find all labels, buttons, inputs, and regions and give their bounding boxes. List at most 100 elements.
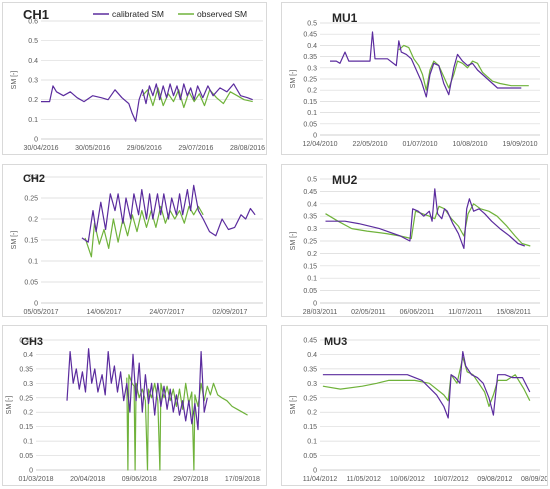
y-tick-label: 0.5 (307, 177, 317, 184)
x-tick-label: 20/04/2018 (70, 476, 105, 483)
chart-title: CH2 (23, 173, 45, 185)
y-tick-label: 0.15 (303, 424, 317, 431)
y-tick-label: 0.2 (307, 410, 317, 417)
y-tick-label: 0.25 (19, 395, 33, 402)
y-tick-label: 0.2 (307, 88, 317, 95)
series-line-observed (322, 356, 531, 408)
y-tick-label: 0.4 (307, 43, 317, 50)
series-line-calibrated (41, 83, 253, 122)
y-tick-label: 0.1 (23, 439, 33, 446)
x-tick-label: 19/09/2010 (502, 141, 537, 148)
chart-svg: 0 0.1 0.2 0.3 0.4 0.5 0.6 30/04/2016 30/05/2016 2… (11, 7, 265, 152)
chart-svg: 0 0.05 0.1 0.15 0.2 0.25 0.3 0.35 0.4 0.45 0.5 12/0… (290, 11, 540, 148)
y-tick-label: 0.45 (303, 189, 317, 196)
x-tick-label: 01/07/2010 (402, 141, 437, 148)
y-tick-label: 0.3 (307, 65, 317, 72)
chart-svg: 0 0.05 0.1 0.15 0.2 0.25 0.3 0.35 0.4 0.45 01/03/2… (6, 336, 261, 483)
y-tick-label: 0.25 (303, 239, 317, 246)
series-line-observed (325, 203, 531, 247)
x-tick-label: 11/07/2011 (448, 309, 482, 316)
y-axis-label: SM [-] (290, 70, 297, 89)
y-tick-label: 0.25 (303, 395, 317, 402)
chart-panel-ch2: 0 0.05 0.1 0.15 0.2 0.25 0.3 05/05/2017 14/06/20… (2, 164, 267, 317)
y-tick-label: 0.2 (28, 217, 38, 224)
x-tick-label: 09/08/2012 (477, 476, 512, 483)
y-tick-label: 0.05 (303, 121, 317, 128)
y-tick-label: 0 (29, 468, 33, 475)
chart-svg: 0 0.05 0.1 0.15 0.2 0.25 0.3 05/05/2017 14/06/20… (11, 173, 263, 316)
y-axis-label: SM [-] (11, 71, 18, 90)
y-tick-label: 0.1 (28, 117, 38, 124)
y-tick-label: 0.3 (28, 78, 38, 85)
y-tick-label: 0 (313, 468, 317, 475)
chart-panel-mu2: 0 0.05 0.1 0.15 0.2 0.25 0.3 0.35 0.4 0.45 0.5 28/0… (281, 164, 548, 317)
series-line-observed (126, 374, 248, 471)
x-tick-label: 11/04/2012 (303, 476, 338, 483)
x-tick-label: 09/06/2018 (122, 476, 157, 483)
x-tick-label: 11/05/2012 (346, 476, 381, 483)
x-tick-label: 10/07/2012 (434, 476, 469, 483)
legend-label-observed: observed SM (197, 9, 247, 19)
x-tick-label: 12/04/2010 (302, 141, 337, 148)
x-tick-label: 29/07/2018 (173, 476, 208, 483)
y-tick-label: 0.05 (303, 288, 317, 295)
series-line-calibrated (330, 31, 522, 98)
y-tick-label: 0.05 (303, 453, 317, 460)
y-tick-label: 0.35 (303, 54, 317, 61)
y-tick-label: 0.1 (307, 110, 317, 117)
x-tick-label: 30/05/2016 (75, 145, 110, 152)
series-line-observed (142, 87, 253, 109)
series-line-calibrated (325, 188, 526, 250)
series-line-observed (84, 205, 204, 258)
x-tick-label: 22/05/2010 (352, 141, 387, 148)
legend-label-calibrated: calibrated SM (112, 9, 164, 19)
y-tick-label: 0.4 (23, 352, 33, 359)
x-tick-label: 08/09/2012 (521, 476, 547, 483)
x-tick-label: 02/05/2011 (351, 309, 386, 316)
chart-title: CH1 (23, 7, 49, 22)
series-line-calibrated (322, 351, 531, 419)
chart-panel-ch3: 0 0.05 0.1 0.15 0.2 0.25 0.3 0.35 0.4 0.45 01/03/2… (2, 325, 267, 486)
y-tick-label: 0.2 (307, 251, 317, 258)
x-tick-label: 28/03/2011 (303, 309, 338, 316)
y-tick-label: 0.4 (307, 201, 317, 208)
y-tick-label: 0.15 (19, 424, 33, 431)
chart-svg: 0 0.05 0.1 0.15 0.2 0.25 0.3 0.35 0.4 0.45 0.5 28/0… (290, 173, 540, 316)
y-tick-label: 0 (313, 133, 317, 140)
y-tick-label: 0.35 (303, 214, 317, 221)
chart-panel-mu3: 0 0.05 0.1 0.15 0.2 0.25 0.3 0.35 0.4 0.45 11/04/2… (281, 325, 548, 486)
x-tick-label: 05/05/2017 (23, 309, 58, 316)
y-axis-label: SM [-] (290, 396, 297, 415)
y-tick-label: 0.3 (23, 381, 33, 388)
y-tick-label: 0.2 (28, 97, 38, 104)
x-tick-label: 29/06/2016 (127, 145, 162, 152)
x-tick-label: 02/09/2017 (212, 309, 247, 316)
y-tick-label: 0.1 (307, 439, 317, 446)
y-tick-label: 0 (313, 301, 317, 308)
y-tick-label: 0 (34, 137, 38, 144)
y-tick-label: 0.15 (303, 263, 317, 270)
y-tick-label: 0.4 (307, 352, 317, 359)
y-tick-label: 0.25 (303, 77, 317, 84)
chart-title: MU2 (332, 173, 358, 187)
chart-panel-ch1: 0 0.1 0.2 0.3 0.4 0.5 0.6 30/04/2016 30/05/2016 2… (2, 2, 267, 155)
y-axis-label: SM [-] (6, 396, 13, 415)
x-tick-label: 28/08/2016 (230, 145, 265, 152)
y-tick-label: 0.35 (303, 366, 317, 373)
y-tick-label: 0.2 (23, 410, 33, 417)
series-line-calibrated (81, 184, 256, 243)
y-tick-label: 0.05 (19, 453, 33, 460)
y-tick-label: 0.45 (19, 338, 33, 345)
chart-title: MU3 (324, 336, 347, 348)
chart-title: CH3 (21, 336, 43, 348)
y-tick-label: 0.1 (307, 276, 317, 283)
chart-title: MU1 (332, 11, 358, 25)
y-tick-label: 0.45 (303, 338, 317, 345)
y-tick-label: 0.5 (307, 21, 317, 28)
y-tick-label: 0.05 (24, 280, 38, 287)
chart-svg: 0 0.05 0.1 0.15 0.2 0.25 0.3 0.35 0.4 0.45 11/04/2… (290, 336, 547, 483)
y-tick-label: 0.3 (307, 226, 317, 233)
y-tick-label: 0.35 (19, 366, 33, 373)
x-tick-label: 14/06/2017 (86, 309, 121, 316)
